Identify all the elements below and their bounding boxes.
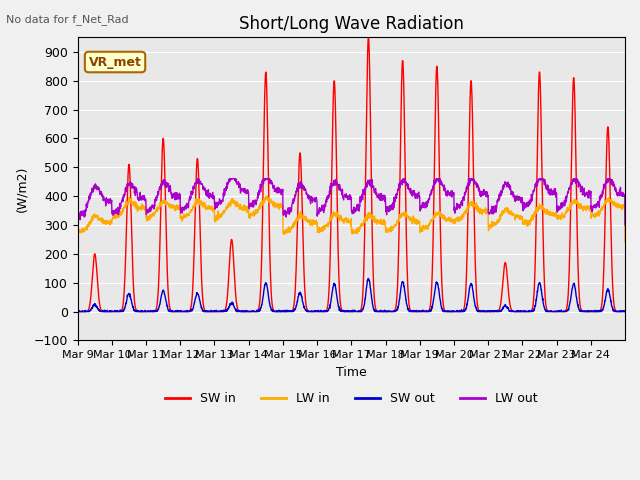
LW in bbox=[129, 200, 136, 206]
Text: No data for f_Net_Rad: No data for f_Net_Rad bbox=[6, 14, 129, 25]
SW in bbox=[621, 309, 629, 314]
LW out bbox=[74, 212, 81, 218]
LW in bbox=[74, 227, 81, 232]
LW out bbox=[547, 186, 555, 192]
SW in bbox=[246, 309, 254, 314]
Text: VR_met: VR_met bbox=[88, 56, 141, 69]
LW in bbox=[246, 213, 254, 218]
LW in bbox=[621, 240, 629, 245]
SW out bbox=[364, 276, 372, 281]
SW in bbox=[547, 309, 555, 314]
SW in bbox=[516, 309, 524, 314]
SW in bbox=[385, 309, 392, 314]
LW out bbox=[193, 176, 201, 181]
LW out bbox=[385, 206, 392, 212]
X-axis label: Time: Time bbox=[336, 366, 367, 379]
LW in bbox=[385, 227, 392, 233]
Title: Short/Long Wave Radiation: Short/Long Wave Radiation bbox=[239, 15, 464, 33]
Line: LW in: LW in bbox=[77, 196, 625, 242]
SW out bbox=[621, 309, 629, 314]
LW out bbox=[129, 184, 136, 190]
SW in bbox=[129, 253, 136, 259]
SW out bbox=[385, 308, 392, 314]
SW in bbox=[614, 309, 621, 314]
LW out bbox=[247, 203, 255, 209]
LW in bbox=[547, 212, 555, 218]
SW out bbox=[247, 309, 255, 314]
SW out bbox=[129, 303, 136, 309]
LW in bbox=[614, 204, 621, 209]
LW in bbox=[516, 215, 524, 220]
Y-axis label: (W/m2): (W/m2) bbox=[15, 166, 28, 212]
LW out bbox=[614, 191, 621, 197]
SW out bbox=[74, 309, 82, 314]
LW in bbox=[264, 193, 271, 199]
Legend: SW in, LW in, SW out, LW out: SW in, LW in, SW out, LW out bbox=[161, 387, 542, 410]
LW out bbox=[516, 197, 524, 203]
SW out bbox=[614, 309, 621, 314]
SW out bbox=[516, 309, 524, 314]
SW out bbox=[547, 308, 555, 314]
SW out bbox=[74, 309, 81, 314]
SW in bbox=[364, 35, 372, 40]
Line: SW in: SW in bbox=[77, 37, 625, 312]
Line: SW out: SW out bbox=[77, 278, 625, 312]
SW in bbox=[74, 309, 81, 314]
Line: LW out: LW out bbox=[77, 179, 625, 225]
LW out bbox=[621, 222, 629, 228]
